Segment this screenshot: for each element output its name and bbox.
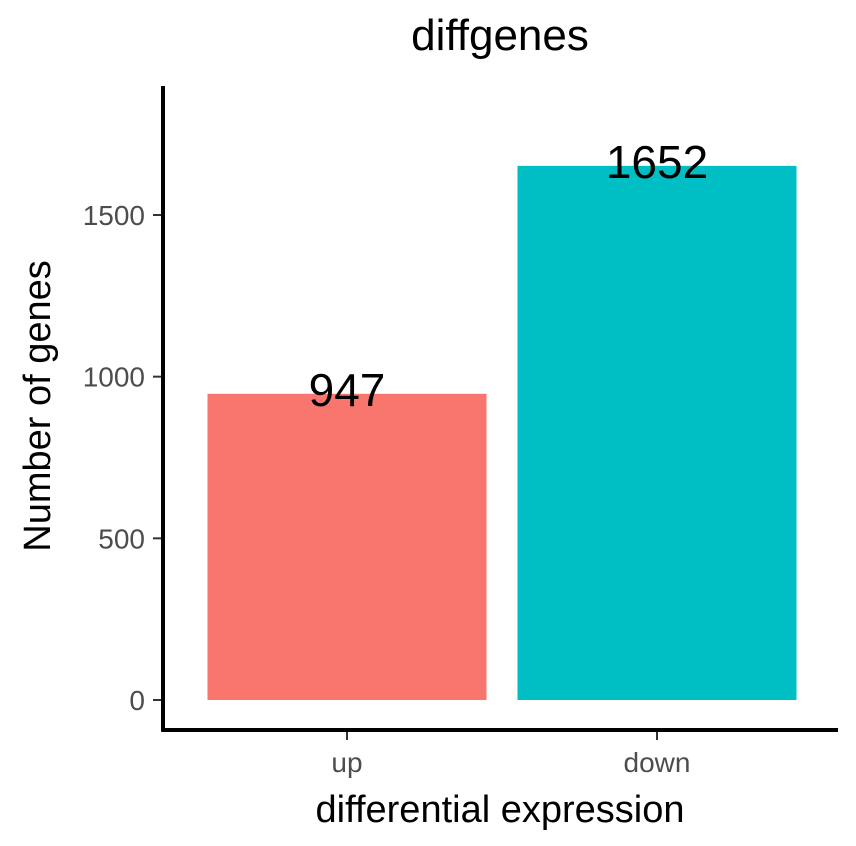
bar-down	[517, 165, 797, 700]
y-tick-label-0: 0	[129, 685, 145, 716]
x-tick-label-up: up	[331, 747, 362, 778]
y-axis-title: Number of genes	[17, 260, 59, 552]
bar-up	[207, 393, 487, 700]
data-label-up: 947	[309, 364, 386, 416]
plot-area: 947 up 1652 down 0 500 1000 1500	[83, 86, 838, 778]
chart-title: diffgenes	[411, 11, 589, 60]
y-tick-label-1000: 1000	[83, 362, 145, 393]
y-tick-label-500: 500	[98, 523, 145, 554]
data-label-down: 1652	[606, 136, 708, 188]
x-axis-title: differential expression	[316, 789, 685, 831]
x-tick-label-down: down	[624, 747, 691, 778]
y-tick-label-1500: 1500	[83, 200, 145, 231]
